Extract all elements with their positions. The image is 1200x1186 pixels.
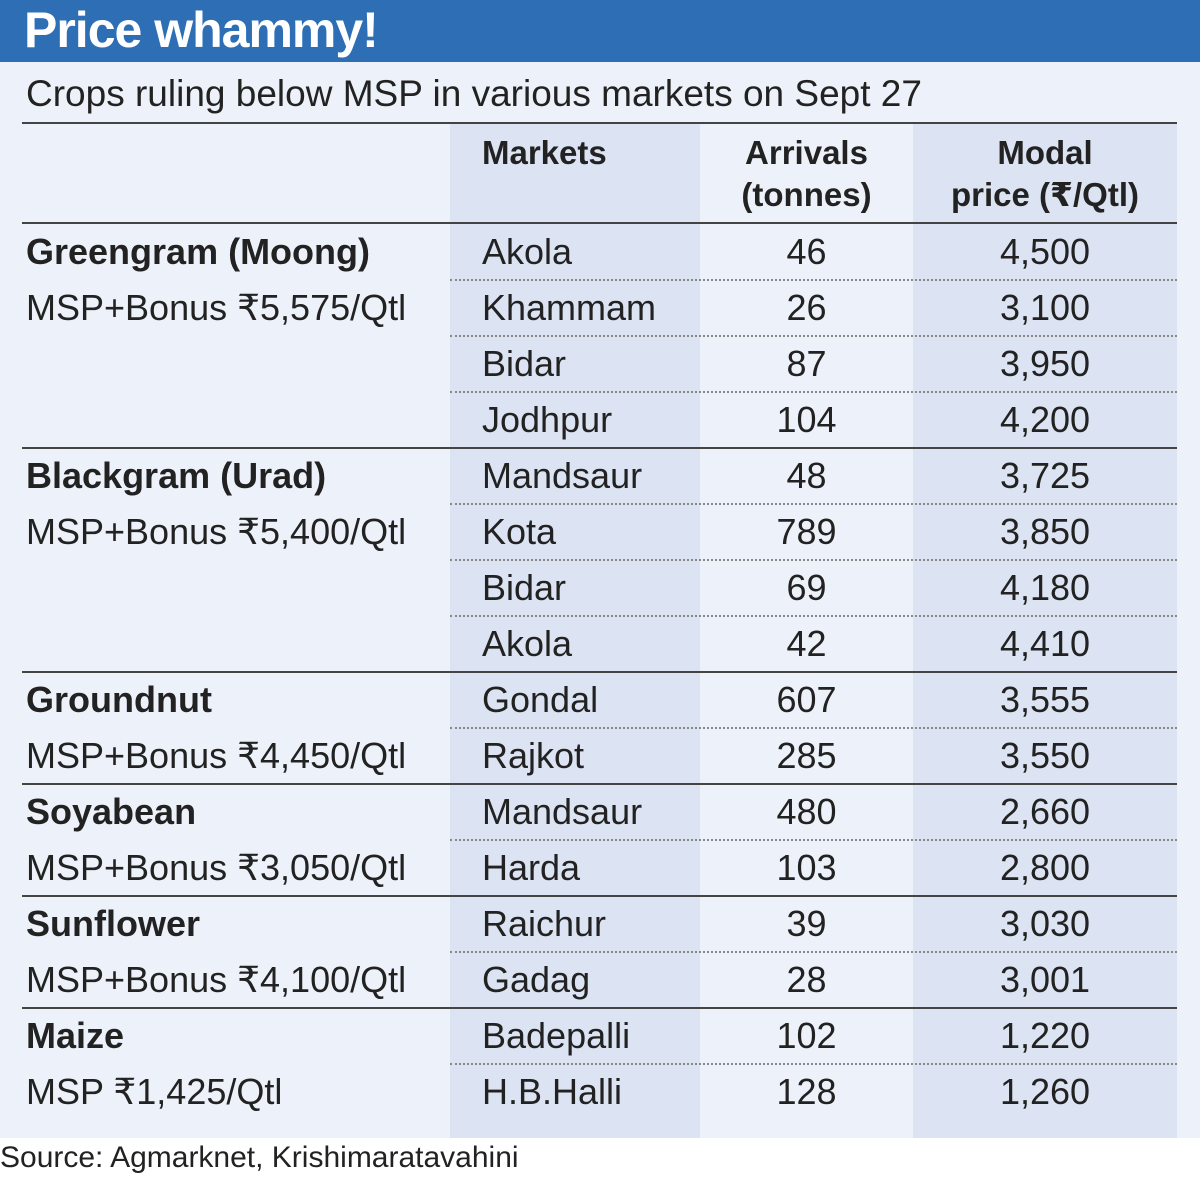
arrivals-cell: 48 <box>786 455 827 496</box>
arrivals-cell: 104 <box>776 399 837 440</box>
crop-msp: MSP+Bonus ₹4,450/Qtl <box>26 735 407 776</box>
group-rule <box>22 895 1177 897</box>
header-rule <box>22 222 1177 224</box>
market-cell: Raichur <box>482 903 607 944</box>
arrivals-cell: 789 <box>776 511 837 552</box>
price-cell: 3,850 <box>999 511 1091 552</box>
market-cell: Gondal <box>482 679 599 720</box>
row-rule <box>450 279 1177 281</box>
crop-msp: MSP+Bonus ₹3,050/Qtl <box>26 847 407 888</box>
market-cell: Kota <box>482 511 557 552</box>
market-cell: H.B.Halli <box>482 1071 623 1112</box>
crop-msp: MSP+Bonus ₹5,575/Qtl <box>26 287 407 328</box>
market-cell: Khammam <box>482 287 657 328</box>
group-rule <box>22 671 1177 673</box>
market-cell: Mandsaur <box>482 455 643 496</box>
price-cell: 3,550 <box>999 735 1091 776</box>
source-note: Source: Agmarknet, Krishimaratavahini <box>0 1141 519 1174</box>
market-cell: Bidar <box>482 343 567 384</box>
chart-subtitle: Crops ruling below MSP in various market… <box>26 73 922 114</box>
arrivals-cell: 102 <box>776 1015 837 1056</box>
group-rule <box>22 783 1177 785</box>
market-cell: Badepalli <box>482 1015 631 1056</box>
arrivals-cell: 607 <box>776 679 837 720</box>
price-cell: 4,200 <box>999 399 1091 440</box>
arrivals-cell: 28 <box>786 959 827 1000</box>
header-price-line1: Modal <box>997 134 1093 171</box>
crop-name: Blackgram (Urad) <box>26 455 327 496</box>
arrivals-cell: 103 <box>776 847 837 888</box>
price-cell: 4,410 <box>999 623 1091 664</box>
arrivals-cell: 39 <box>786 903 827 944</box>
markets-column-band <box>450 124 700 1138</box>
arrivals-cell: 26 <box>786 287 827 328</box>
crop-name: Groundnut <box>26 679 212 720</box>
header-arrivals: Arrivals (tonnes) <box>700 132 913 216</box>
market-cell: Akola <box>482 623 573 664</box>
top-rule <box>22 122 1177 124</box>
market-cell: Rajkot <box>482 735 585 776</box>
price-cell: 3,030 <box>999 903 1091 944</box>
price-cell: 4,500 <box>999 231 1091 272</box>
crop-msp: MSP+Bonus ₹5,400/Qtl <box>26 511 407 552</box>
header-price-line2: price (₹/Qtl) <box>951 176 1139 213</box>
market-cell: Akola <box>482 231 573 272</box>
crop-name: Sunflower <box>26 903 201 944</box>
price-cell: 4,180 <box>999 567 1091 608</box>
market-cell: Jodhpur <box>482 399 613 440</box>
row-rule <box>450 839 1177 841</box>
price-cell: 3,725 <box>999 455 1091 496</box>
row-rule <box>450 1063 1177 1065</box>
group-rule <box>22 1007 1177 1009</box>
row-rule <box>450 335 1177 337</box>
crop-msp: MSP+Bonus ₹4,100/Qtl <box>26 959 407 1000</box>
price-cell: 3,950 <box>999 343 1091 384</box>
arrivals-cell: 87 <box>786 343 827 384</box>
crop-name: Greengram (Moong) <box>26 231 371 272</box>
price-cell: 1,220 <box>999 1015 1091 1056</box>
header-arrivals-line1: Arrivals <box>745 134 868 171</box>
market-cell: Bidar <box>482 567 567 608</box>
price-cell: 3,555 <box>999 679 1091 720</box>
price-column-band <box>913 124 1177 1138</box>
row-rule <box>450 559 1177 561</box>
chart-title: Price whammy! <box>24 2 379 58</box>
header-arrivals-line2: (tonnes) <box>741 176 872 213</box>
market-cell: Harda <box>482 847 581 888</box>
crop-msp: MSP ₹1,425/Qtl <box>26 1071 283 1112</box>
arrivals-cell: 42 <box>786 623 827 664</box>
row-rule <box>450 615 1177 617</box>
header-price: Modal price (₹/Qtl) <box>913 132 1177 216</box>
header-markets: Markets <box>482 134 607 171</box>
row-rule <box>450 391 1177 393</box>
row-rule <box>450 503 1177 505</box>
arrivals-cell: 480 <box>776 791 837 832</box>
arrivals-cell: 69 <box>786 567 827 608</box>
crop-name: Maize <box>26 1015 125 1056</box>
price-cell: 3,100 <box>999 287 1091 328</box>
price-cell: 2,800 <box>999 847 1091 888</box>
row-rule <box>450 727 1177 729</box>
price-cell: 1,260 <box>999 1071 1091 1112</box>
arrivals-cell: 46 <box>786 231 827 272</box>
row-rule <box>450 951 1177 953</box>
market-cell: Mandsaur <box>482 791 643 832</box>
market-cell: Gadag <box>482 959 591 1000</box>
arrivals-cell: 128 <box>776 1071 837 1112</box>
price-cell: 3,001 <box>999 959 1091 1000</box>
title-banner: Price whammy! <box>0 0 1200 62</box>
group-rule <box>22 447 1177 449</box>
arrivals-cell: 285 <box>776 735 837 776</box>
crop-name: Soyabean <box>26 791 197 832</box>
price-cell: 2,660 <box>999 791 1091 832</box>
